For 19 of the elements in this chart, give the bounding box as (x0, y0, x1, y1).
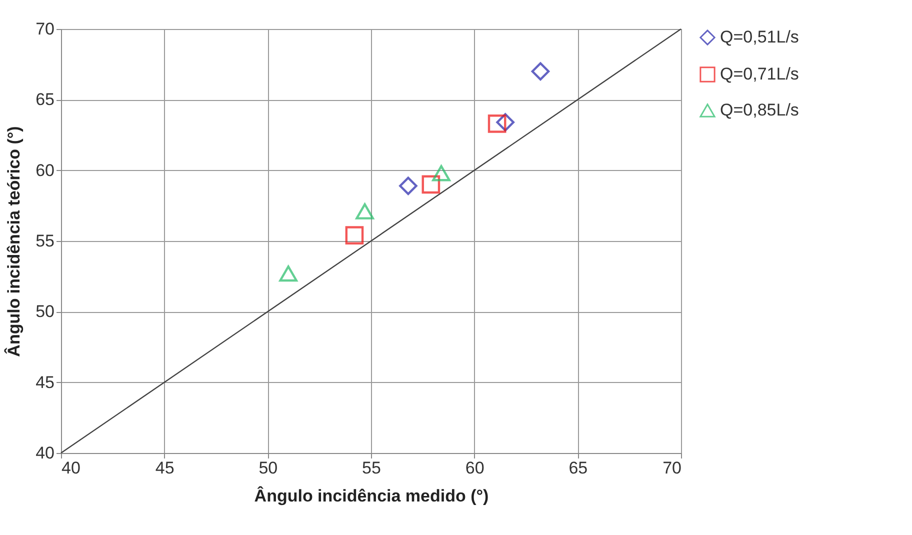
x-tick-label: 55 (362, 458, 381, 478)
x-axis-title: Ângulo incidência medido (°) (254, 486, 489, 506)
y-tick-label: 65 (36, 90, 54, 110)
y-tick-label: 70 (36, 20, 54, 38)
y-tick-label: 50 (36, 302, 54, 322)
legend-label: Q=0,85L/s (720, 100, 799, 120)
x-tick-label: 40 (62, 458, 80, 478)
y-tick-label: 60 (36, 160, 54, 180)
legend-label: Q=0,51L/s (720, 28, 799, 46)
y-tick-label: 45 (36, 372, 54, 392)
y-axis-title: Ângulo incidência teórico (°) (4, 126, 24, 357)
legend-label: Q=0,71L/s (720, 64, 799, 84)
x-tick-label: 70 (662, 458, 682, 478)
x-tick-label: 50 (258, 458, 278, 478)
x-tick-label: 45 (155, 458, 174, 478)
x-tick-label: 60 (465, 458, 484, 478)
y-tick-label: 40 (36, 444, 54, 462)
x-tick-label: 65 (568, 458, 588, 478)
y-tick-label: 55 (36, 232, 54, 250)
